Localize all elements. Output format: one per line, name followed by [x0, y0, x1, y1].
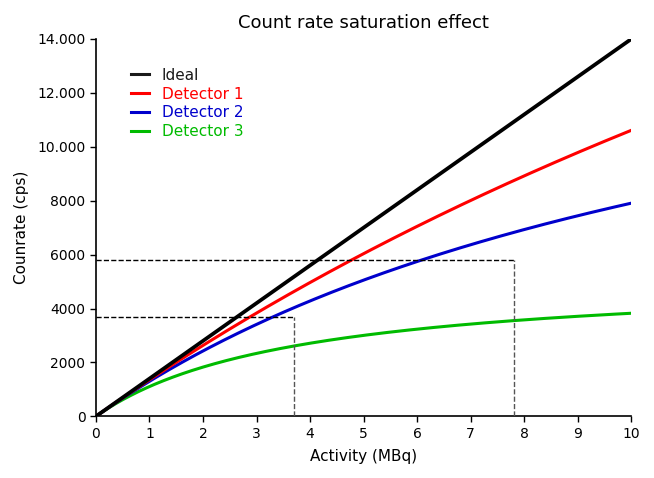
Legend: Ideal, Detector 1, Detector 2, Detector 3: Ideal, Detector 1, Detector 2, Detector … [125, 62, 249, 145]
X-axis label: Activity (MBq): Activity (MBq) [310, 449, 417, 464]
Title: Count rate saturation effect: Count rate saturation effect [238, 14, 489, 32]
Y-axis label: Counrate (cps): Counrate (cps) [14, 171, 29, 284]
